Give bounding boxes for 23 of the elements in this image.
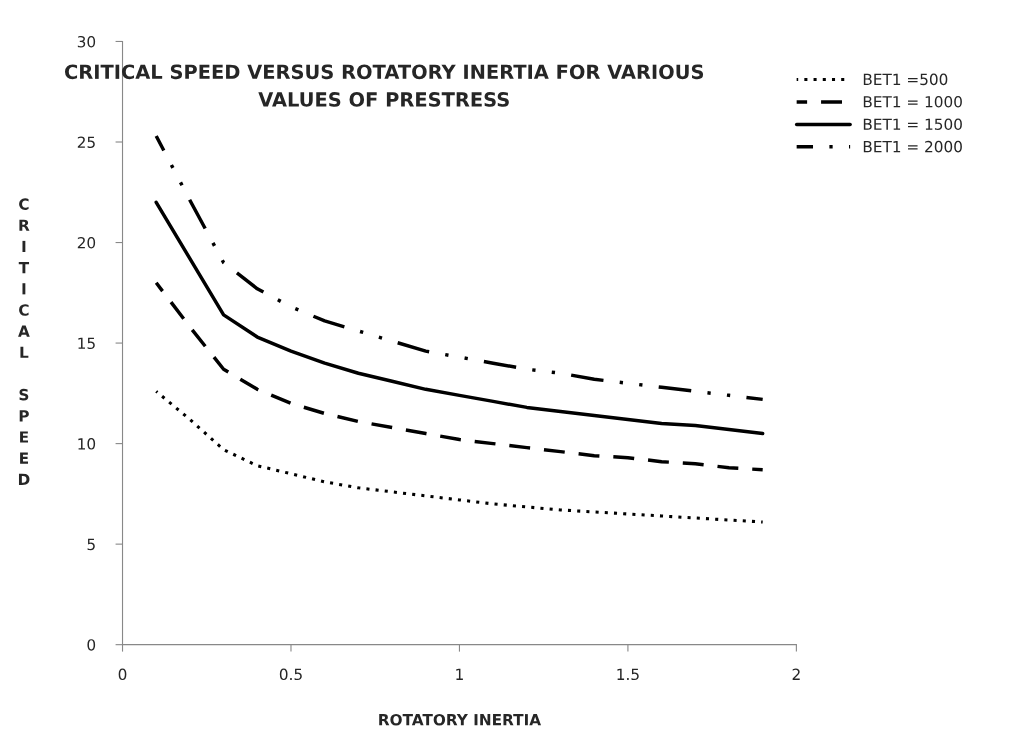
x-tick-label: 0 <box>118 668 127 681</box>
y-tick-label: 5 <box>87 538 95 551</box>
x-tick-label: 2 <box>792 668 800 680</box>
legend-label: BET1 = 1000 <box>863 96 962 108</box>
y-tick-label: 25 <box>77 136 95 149</box>
line-series <box>154 134 765 402</box>
line-series <box>154 200 765 436</box>
text: CRITICAL SPEED VERSUS ROTATORY INERTIA FOR VARIOUS VALUES OF PRESTRESS <box>64 64 704 107</box>
text: CRITICAL SPEED <box>18 198 30 485</box>
y-tick-label: 20 <box>77 237 96 249</box>
line-series <box>154 281 765 472</box>
x-tick-label: 1 <box>456 668 463 680</box>
legend-label: BET1 = 1500 <box>863 118 962 130</box>
line-series <box>154 389 765 524</box>
y-tick-label: 30 <box>77 35 96 48</box>
legend-label: BET1 =500 <box>863 73 948 86</box>
x-tick-label: 0.5 <box>279 668 302 681</box>
x-tick-label: 1.5 <box>617 668 639 681</box>
y-tick-label: 0 <box>87 639 96 651</box>
x-axis-title: ROTATORY INERTIA <box>379 713 541 726</box>
y-tick-label: 10 <box>78 438 96 450</box>
y-tick-label: 15 <box>78 337 95 350</box>
legend-label: BET1 = 2000 <box>863 140 962 153</box>
